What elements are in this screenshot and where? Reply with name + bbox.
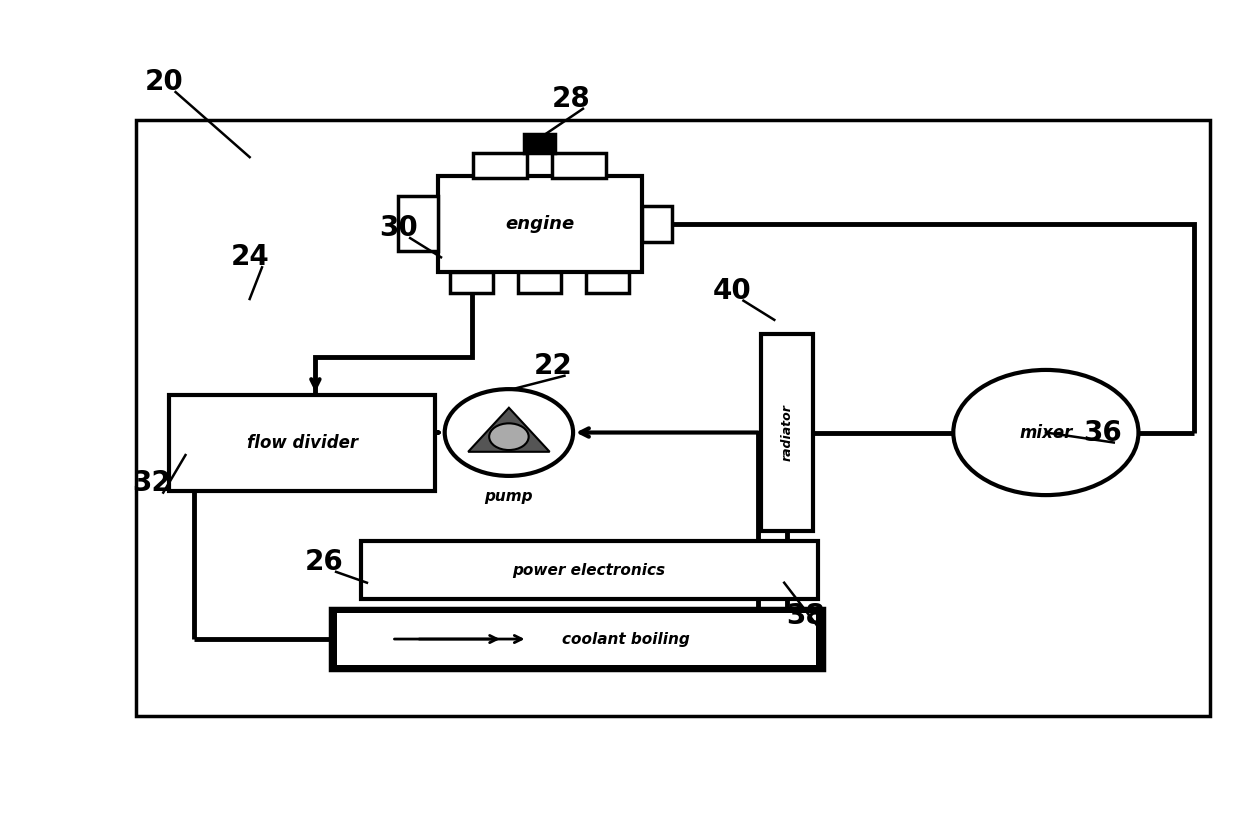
Text: 30: 30 [379, 214, 418, 242]
Bar [170, 395, 435, 491]
FancyBboxPatch shape [518, 272, 562, 293]
Text: flow divider: flow divider [247, 434, 357, 452]
Circle shape [445, 389, 573, 476]
Text: engine: engine [505, 215, 574, 233]
Text: 24: 24 [231, 244, 270, 271]
FancyBboxPatch shape [398, 197, 438, 250]
Bar [337, 612, 816, 665]
Text: pump: pump [485, 489, 533, 504]
Text: 28: 28 [552, 85, 590, 113]
Text: power electronics: power electronics [512, 563, 666, 578]
FancyBboxPatch shape [438, 176, 641, 272]
FancyBboxPatch shape [587, 272, 629, 293]
Polygon shape [469, 407, 549, 452]
FancyBboxPatch shape [525, 134, 556, 153]
FancyBboxPatch shape [450, 272, 494, 293]
Text: coolant boiling: coolant boiling [562, 632, 689, 647]
FancyBboxPatch shape [641, 206, 672, 242]
Text: 32: 32 [133, 469, 171, 496]
Text: 38: 38 [786, 602, 826, 630]
Text: 22: 22 [533, 352, 573, 380]
Circle shape [954, 370, 1138, 495]
Text: 20: 20 [145, 68, 184, 96]
Bar [136, 119, 1210, 717]
Text: mixer: mixer [1019, 423, 1073, 442]
Bar [330, 608, 823, 670]
Bar [330, 608, 823, 670]
FancyBboxPatch shape [474, 153, 527, 177]
Bar [760, 334, 812, 531]
FancyBboxPatch shape [552, 153, 606, 177]
Bar [361, 541, 817, 600]
Text: 36: 36 [1083, 418, 1122, 447]
Text: radiator: radiator [780, 404, 794, 461]
Text: 40: 40 [713, 276, 751, 305]
Text: 26: 26 [305, 548, 343, 576]
Circle shape [489, 423, 528, 450]
